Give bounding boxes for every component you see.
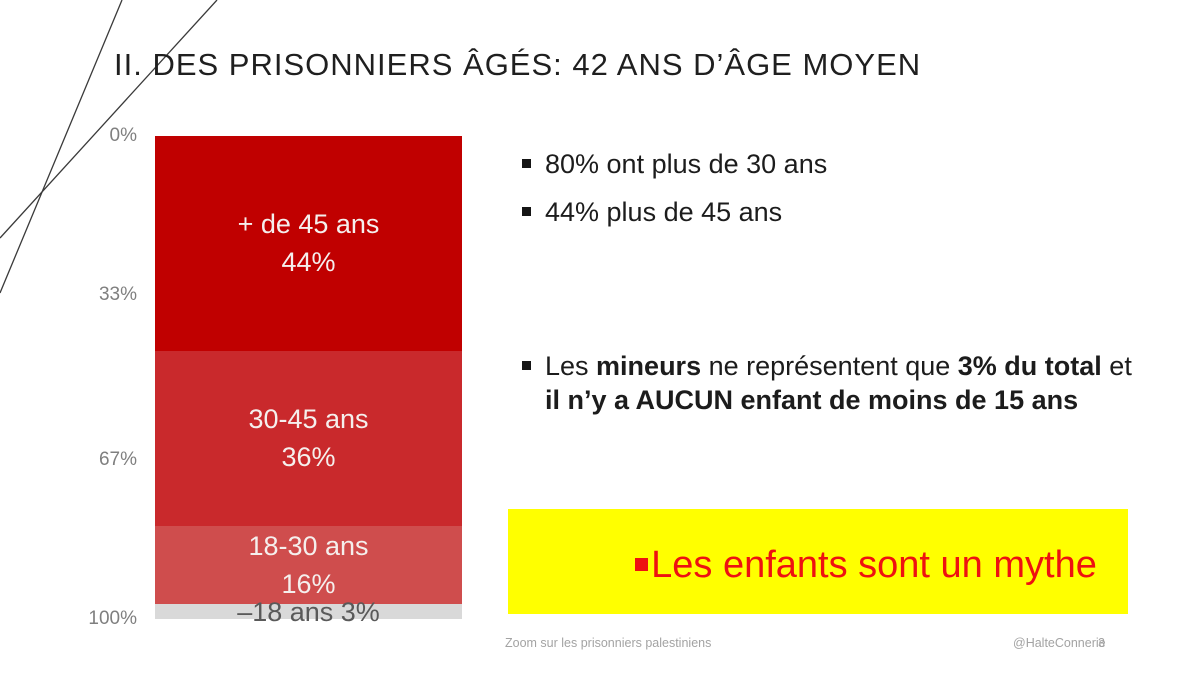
diagonal-line xyxy=(0,0,218,239)
highlight-text: Les enfants sont un mythe xyxy=(651,543,1097,586)
footer-handle: @HalteConnerie xyxy=(1013,636,1106,650)
y-axis-tick: 0% xyxy=(109,125,137,146)
y-axis-tick: 67% xyxy=(98,448,137,470)
bar-segment: 18-30 ans 16% xyxy=(155,526,462,605)
bar-segment: + de 45 ans 44% xyxy=(155,136,462,351)
slide-title: II. DES PRISONNIERS ÂGÉS: 42 ANS D’ÂGE M… xyxy=(114,47,922,82)
bullet-square-icon xyxy=(522,159,531,168)
footer-title: Zoom sur les prisonniers palestiniens xyxy=(505,636,712,650)
bar-segment: 30-45 ans 36% xyxy=(155,350,462,527)
bar-segment: –18 ans 3% xyxy=(155,597,462,627)
y-axis-tick: 100% xyxy=(88,608,137,629)
decorative-diagonal-lines xyxy=(0,0,218,294)
y-axis: 0% 33% 67% 100% xyxy=(60,125,137,629)
bullet-square-icon xyxy=(522,361,531,370)
bullet-text: Les mineurs ne représentent que 3% du to… xyxy=(545,351,1132,415)
footer-page-number: 3 xyxy=(1098,636,1105,650)
diagonal-line xyxy=(0,0,123,294)
bullet-item: 44% plus de 45 ans xyxy=(522,195,1147,229)
bullet-item-minors: Les mineurs ne représentent que 3% du to… xyxy=(522,349,1162,417)
bullet-text: 44% plus de 45 ans xyxy=(545,197,783,227)
bullet-item: 80% ont plus de 30 ans xyxy=(522,147,1147,181)
y-axis-tick: 33% xyxy=(98,284,137,306)
bullet-list: 80% ont plus de 30 ans 44% plus de 45 an… xyxy=(522,147,1147,243)
red-bullet-square-icon xyxy=(635,558,649,571)
stacked-bar: + de 45 ans 44% 30-45 ans 36% 18-30 ans 16% –1… xyxy=(155,136,462,627)
bullet-square-icon xyxy=(522,207,531,216)
highlight-banner: Les enfants sont un mythe xyxy=(508,509,1128,614)
bullet-text: 80% ont plus de 30 ans xyxy=(545,149,828,179)
